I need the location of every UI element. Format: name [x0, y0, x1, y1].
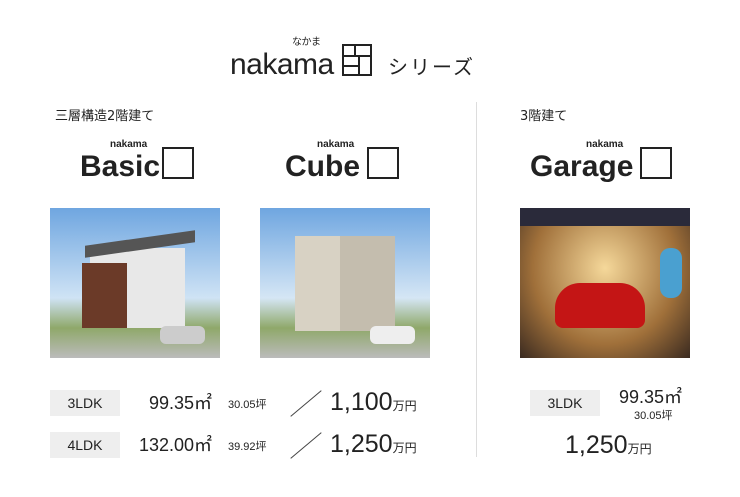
section-divider — [476, 102, 477, 457]
layout-badge: 3LDK — [530, 390, 600, 416]
garage-photo[interactable] — [520, 208, 690, 358]
separator-slash — [290, 432, 322, 459]
price-value: 1,250 — [565, 431, 628, 459]
tsubo-area: 39.92坪 — [228, 441, 267, 453]
price-value: 1,100 — [330, 388, 393, 416]
logo-ruby: nakama — [317, 139, 355, 150]
price-value: 1,250 — [330, 430, 393, 458]
floor-plan-icon — [367, 147, 399, 179]
price-unit: 万円 — [627, 442, 652, 456]
logo-ruby: nakama — [586, 139, 624, 150]
series-title: なかま nakama — [230, 37, 334, 81]
floor-area: 99.35㎡ — [618, 387, 682, 407]
layout-badge: 3LDK — [50, 390, 120, 416]
price: 1,100万円 — [330, 388, 417, 420]
price: 1,250万円 — [565, 431, 652, 463]
section-label-right: 3階建て — [520, 109, 568, 124]
cube-house-photo[interactable] — [260, 208, 430, 358]
logo-name: Cube — [285, 150, 360, 183]
price-unit: 万円 — [392, 399, 417, 413]
floor-area: 99.35㎡ — [148, 393, 212, 413]
logo-cube: nakama Cube — [285, 139, 360, 183]
logo-garage: nakama Garage — [530, 139, 634, 183]
logo-basic: nakama Basic — [80, 139, 161, 183]
section-label-left: 三層構造2階建て — [55, 109, 155, 124]
price: 1,250万円 — [330, 430, 417, 462]
floor-plan-icon — [342, 44, 372, 76]
floor-plan-icon — [640, 147, 672, 179]
logo-name: Garage — [530, 150, 634, 183]
basic-house-photo[interactable] — [50, 208, 220, 358]
logo-name: Basic — [80, 150, 161, 183]
price-unit: 万円 — [392, 441, 417, 455]
floor-plan-icon — [162, 147, 194, 179]
separator-slash — [290, 390, 322, 417]
tsubo-area: 30.05坪 — [634, 410, 673, 422]
floor-area: 132.00㎡ — [138, 435, 212, 455]
title-ruby: なかま — [292, 37, 321, 48]
layout-badge: 4LDK — [50, 432, 120, 458]
tsubo-area: 30.05坪 — [228, 399, 267, 411]
logo-ruby: nakama — [110, 139, 148, 150]
series-suffix: シリーズ — [388, 55, 475, 79]
brand-name: nakama — [230, 48, 334, 81]
